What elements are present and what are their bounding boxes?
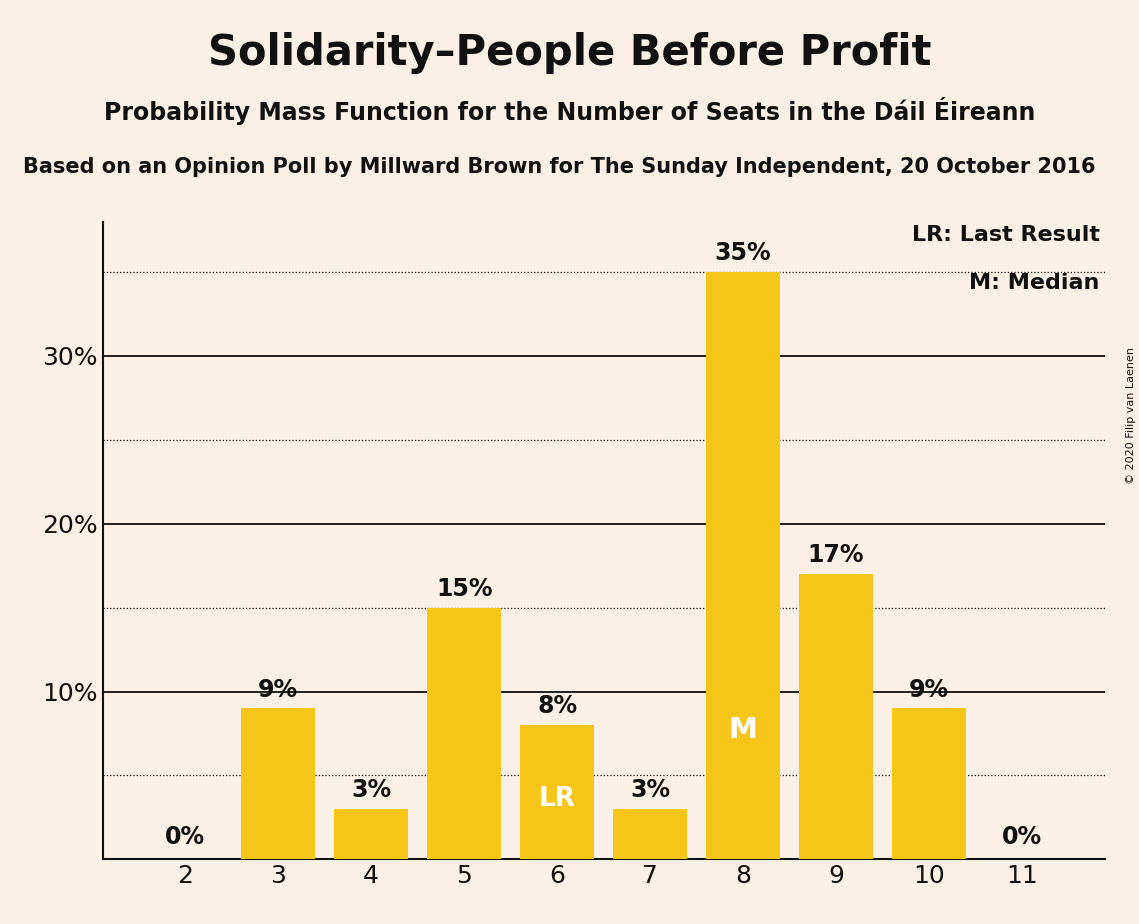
Text: © 2020 Filip van Laenen: © 2020 Filip van Laenen [1126, 347, 1136, 484]
Text: 17%: 17% [808, 543, 865, 567]
Bar [427, 608, 501, 859]
Bar [892, 709, 966, 859]
Bar [334, 809, 409, 859]
Text: 15%: 15% [436, 577, 492, 601]
Text: 9%: 9% [909, 677, 949, 701]
Text: 0%: 0% [165, 825, 205, 849]
Bar [706, 272, 780, 859]
Bar [241, 709, 316, 859]
Text: Probability Mass Function for the Number of Seats in the Dáil Éireann: Probability Mass Function for the Number… [104, 97, 1035, 125]
Bar [613, 809, 687, 859]
Text: LR: LR [539, 786, 575, 812]
Text: Solidarity–People Before Profit: Solidarity–People Before Profit [207, 32, 932, 74]
Text: M: Median: M: Median [969, 273, 1100, 293]
Text: LR: Last Result: LR: Last Result [912, 225, 1100, 245]
Text: 8%: 8% [538, 694, 577, 718]
Bar [798, 574, 874, 859]
Bar [521, 725, 595, 859]
Text: 9%: 9% [259, 677, 298, 701]
Text: 35%: 35% [715, 241, 771, 265]
Text: 0%: 0% [1002, 825, 1042, 849]
Text: 3%: 3% [351, 778, 392, 802]
Text: 3%: 3% [630, 778, 670, 802]
Text: Based on an Opinion Poll by Millward Brown for The Sunday Independent, 20 Octobe: Based on an Opinion Poll by Millward Bro… [23, 157, 1096, 177]
Text: M: M [729, 716, 757, 744]
